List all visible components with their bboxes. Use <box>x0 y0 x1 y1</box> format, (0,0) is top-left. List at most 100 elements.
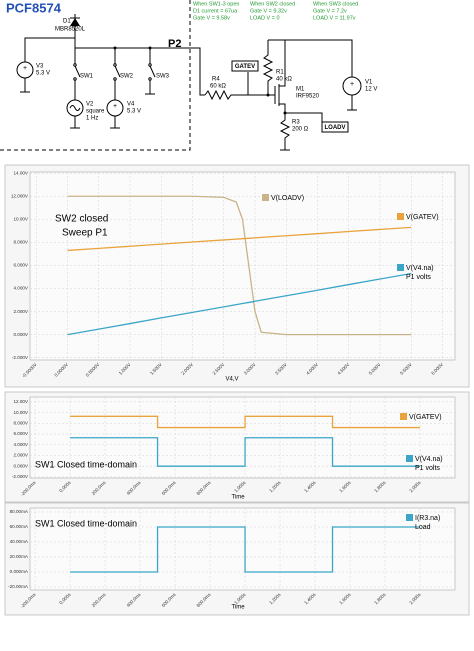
chart: -2.000V 0.000V 2.000V 4.000V 6.000V 8.000V 10.… <box>4 391 470 503</box>
boundary <box>0 0 191 151</box>
net-label-box <box>231 60 259 72</box>
note: When SW2 closed <box>250 1 295 7</box>
y-tick-label: 0.000V <box>13 463 28 468</box>
y-tick-label: 8.000V <box>13 240 28 245</box>
x-axis-label: Time <box>231 495 245 501</box>
y-tick-label: -20.00mA <box>8 584 29 589</box>
value-label: square <box>86 109 105 115</box>
legend-swatch <box>406 514 413 521</box>
value-label: 60 kΩ <box>210 84 226 90</box>
legend-swatch <box>397 213 404 220</box>
y-tick-label: 0.000mA <box>10 569 29 574</box>
note: Gate V = 7.2v <box>313 8 347 14</box>
y-tick-label: 2.000V <box>13 453 28 458</box>
resistor <box>262 40 274 95</box>
y-tick-label: -2.000V <box>12 474 29 479</box>
series-line <box>70 526 421 573</box>
legend-swatch <box>262 194 269 201</box>
ref-label: V3 <box>36 64 44 70</box>
ref-label: D1 <box>63 19 71 25</box>
switch <box>145 48 156 95</box>
annotation: SW1 Closed time-domain <box>35 459 137 469</box>
value-label: 12 V <box>365 87 377 93</box>
value-label: IRF9520 <box>296 94 320 100</box>
symbol: + <box>23 65 27 72</box>
y-tick-label: 0.000V <box>13 332 28 337</box>
note: When SW1-3 open <box>193 1 239 7</box>
junction <box>266 93 270 97</box>
note: Gate V = 9.58v <box>193 15 230 21</box>
schematic: PCF8574 D1 MBR8520L + V3 5.3 V P2 SW1 SW… <box>0 0 377 151</box>
switch-label: SW1 <box>80 74 94 80</box>
bus-wire <box>75 47 205 96</box>
x-axis-label: V4,V <box>225 377 238 383</box>
series-line <box>70 415 421 429</box>
ref-label: M1 <box>296 87 305 93</box>
y-tick-label: 12.000V <box>11 193 29 198</box>
y-tick-label: 14.00V <box>13 170 28 175</box>
ref-label: V2 <box>86 102 94 108</box>
ref-label: R3 <box>292 120 300 126</box>
legend-label: V(V4.na) <box>406 265 434 272</box>
note: LOAD V = 11.97v <box>313 15 356 21</box>
plot-area <box>29 171 456 361</box>
legend-label: Load <box>415 524 431 531</box>
value-label: MBR8520L <box>55 27 86 33</box>
symbol: + <box>350 81 354 88</box>
series-line <box>67 272 412 336</box>
legend-label: V(GATEV) <box>406 214 439 221</box>
switch <box>73 48 81 100</box>
note: D1 current = 67ua <box>193 8 238 14</box>
note: When SW3 closed <box>313 1 358 7</box>
net-label-box <box>321 121 349 133</box>
y-tick-label: 80.00mA <box>10 509 29 514</box>
wire <box>285 112 323 122</box>
value-label: 5.3 V <box>36 71 50 77</box>
y-tick-label: 4.000V <box>13 442 28 447</box>
legend-label: V(V4.na) <box>415 456 443 463</box>
switch-label: SW2 <box>120 74 134 80</box>
y-tick-label: -2.000V <box>12 355 29 360</box>
y-tick-label: 12.00V <box>13 399 28 404</box>
ground <box>20 78 30 93</box>
value-label: 1 Hz <box>86 116 98 122</box>
ground <box>70 116 80 129</box>
ground <box>347 95 357 111</box>
legend-label: P1 volts <box>415 465 440 472</box>
legend-swatch <box>406 455 413 462</box>
ref-label: R1 <box>276 70 284 76</box>
y-tick-label: 4.000V <box>13 286 28 291</box>
ref-label: R4 <box>212 77 220 83</box>
legend-label: P1 volts <box>406 274 431 281</box>
value-label: 40 kΩ <box>276 77 292 83</box>
schematic-title: PCF8574 <box>6 0 62 15</box>
ref-label: V1 <box>365 80 373 86</box>
y-tick-label: 6.000V <box>13 263 28 268</box>
legend-label: V(GATEV) <box>409 414 442 421</box>
plot-area <box>29 507 456 591</box>
x-axis-label: Time <box>231 605 245 611</box>
y-tick-label: 40.00mA <box>10 539 29 544</box>
legend-swatch <box>397 264 404 271</box>
y-tick-label: 10.00V <box>13 410 28 415</box>
wire <box>268 39 286 87</box>
annotation: SW2 closed <box>55 214 108 225</box>
chart: -20.00mA 0.000mA 20.00mA 40.00mA 60.00mA 80.0… <box>4 502 470 616</box>
switch-label: SW3 <box>156 74 170 80</box>
wire <box>24 37 75 62</box>
y-tick-label: 2.000V <box>13 309 28 314</box>
net-label: GATEV <box>235 64 255 70</box>
annotation: Sweep P1 <box>62 228 108 239</box>
note: Gate V = 9.32v <box>250 8 287 14</box>
chart: -2.000V 0.000V 2.000V 4.000V 6.000V 8.000V 10.… <box>4 164 470 388</box>
series-line <box>67 226 412 252</box>
y-tick-label: 6.000V <box>13 431 28 436</box>
note: LOAD V = 0 <box>250 15 280 21</box>
resistor <box>279 115 291 151</box>
switch <box>113 48 121 100</box>
annotation: SW1 Closed time-domain <box>35 518 137 528</box>
legend-label: I(R3.na) <box>415 515 440 522</box>
y-tick-label: 20.00mA <box>10 554 29 559</box>
wire <box>279 103 286 115</box>
